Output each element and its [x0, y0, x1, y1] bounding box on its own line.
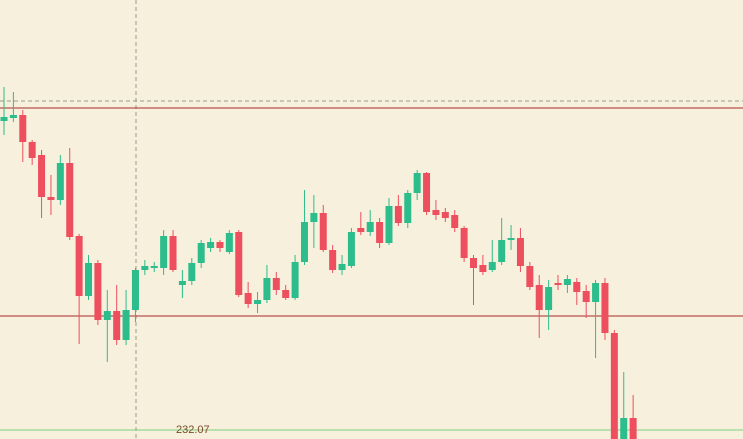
candle-body	[610, 333, 618, 439]
candle-body	[470, 258, 477, 268]
candle-body	[225, 233, 233, 252]
candle-body	[160, 236, 168, 268]
candle-body	[488, 262, 496, 270]
candle-body	[216, 242, 224, 248]
candle-body	[47, 197, 55, 200]
candle-body	[207, 242, 215, 248]
candle-body	[197, 243, 205, 263]
candle-body	[507, 238, 515, 240]
candle-body	[432, 210, 440, 215]
candle-body	[338, 264, 346, 270]
candle-body	[28, 142, 36, 158]
candle-body	[188, 263, 196, 281]
candle-body	[150, 266, 158, 268]
candle-body	[0, 117, 8, 121]
candle-body	[582, 291, 590, 302]
candle-body	[141, 266, 149, 270]
candle-body	[347, 232, 355, 266]
candle-body	[563, 279, 571, 285]
candle-body	[460, 228, 468, 258]
candle-body	[516, 238, 524, 266]
candle-body	[394, 206, 402, 223]
candle-body	[66, 163, 74, 237]
candle-body	[9, 115, 17, 118]
candle-body	[573, 282, 581, 292]
candle-body	[592, 283, 600, 302]
candle-body	[131, 270, 139, 310]
candle-body	[620, 418, 628, 439]
candle-body	[244, 293, 252, 304]
candle-body	[282, 290, 290, 298]
candle-body	[310, 213, 318, 222]
candle-body	[329, 250, 337, 270]
candle-body	[254, 300, 262, 304]
candle-body	[545, 287, 553, 310]
candle-body	[56, 163, 64, 200]
candle-body	[169, 236, 177, 270]
candle-body	[272, 278, 280, 290]
price-label: 232.07	[176, 424, 210, 436]
candle-body	[535, 285, 543, 310]
candle-body	[441, 212, 449, 218]
candle-body	[103, 311, 111, 320]
candle-body	[85, 263, 93, 296]
candle-body	[526, 266, 534, 287]
candle-body	[479, 265, 487, 272]
candle-body	[357, 228, 365, 232]
candle-body	[178, 281, 186, 285]
candle-body	[38, 155, 46, 197]
candle-body	[629, 418, 637, 439]
candle-body	[423, 173, 431, 212]
candle-body	[300, 222, 308, 262]
candle-body	[122, 310, 130, 340]
candle-body	[366, 222, 374, 232]
candle-body	[19, 115, 27, 142]
candle-body	[376, 222, 384, 243]
candle-body	[75, 236, 83, 296]
candle-body	[94, 263, 102, 320]
candle-body	[263, 278, 271, 300]
candle-body	[385, 206, 393, 243]
candle-body	[404, 193, 412, 223]
candle-body	[498, 240, 506, 262]
candle-body	[601, 283, 609, 333]
candle-body	[113, 311, 121, 340]
candle-body	[554, 283, 562, 285]
candle-body	[319, 213, 327, 250]
candle-body	[413, 173, 421, 193]
candle-body	[291, 262, 299, 298]
candle-body	[451, 215, 459, 228]
candle-body	[235, 232, 243, 295]
